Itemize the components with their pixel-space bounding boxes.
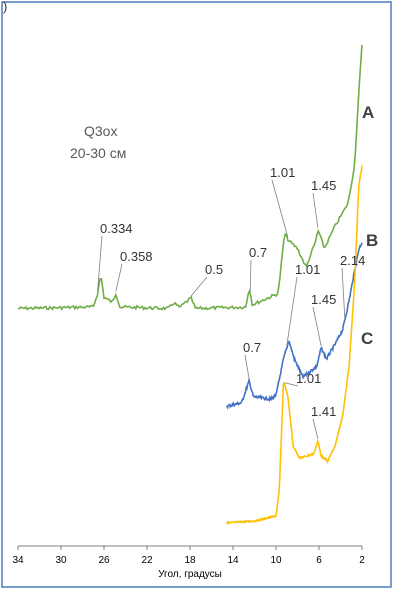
- x-tick-label: 6: [316, 555, 322, 566]
- peak-leader: [249, 259, 252, 292]
- peak-leader: [244, 354, 250, 379]
- peak-label: 0.5: [205, 262, 223, 277]
- peak-label: 0.334: [100, 221, 133, 236]
- peak-label: 0.7: [249, 245, 267, 260]
- peak-annotations: 0.334 0.358 0.5 0.7 1.01 1.45 0.7 1.01 1.45 2.14 1…: [97, 165, 365, 440]
- peak-leader: [284, 382, 299, 387]
- x-tick-label: 22: [141, 555, 153, 566]
- peak-leader: [312, 192, 319, 228]
- peak-label: 0.358: [120, 249, 153, 264]
- peak-leader: [312, 418, 319, 440]
- sample-label-line1: Q3ox: [84, 123, 117, 139]
- x-tick-label: 14: [227, 555, 239, 566]
- peak-label: 1.45: [311, 292, 336, 307]
- peak-leader: [312, 306, 322, 347]
- top-fragment: ): [3, 0, 7, 14]
- peak-leader: [271, 179, 289, 238]
- peak-leader: [286, 276, 298, 347]
- x-tick-label: 10: [270, 555, 282, 566]
- peak-label: 1.01: [270, 165, 295, 180]
- x-tick-label: 2: [359, 555, 365, 566]
- peak-label: 2.14: [340, 253, 365, 268]
- peak-leader: [341, 267, 346, 318]
- series-letter-a: A: [362, 103, 374, 122]
- peak-leader: [97, 235, 103, 292]
- peak-label: 1.01: [296, 371, 321, 386]
- x-tick-label: 18: [184, 555, 196, 566]
- peak-label: 1.41: [311, 404, 336, 419]
- x-tick-label: 34: [12, 555, 24, 566]
- series-layer: [17, 44, 363, 525]
- x-axis-ticks: 34 30 26 22 18 14 10 6 2: [12, 546, 365, 566]
- peak-label: 0.7: [243, 340, 261, 355]
- x-tick-label: 30: [55, 555, 67, 566]
- series-letters: A B C: [361, 103, 378, 348]
- series-letter-c: C: [361, 329, 373, 348]
- peak-leader: [190, 276, 208, 297]
- series-line-a: [17, 44, 363, 311]
- peak-label: 1.45: [311, 178, 336, 193]
- series-line-c: [226, 165, 363, 525]
- peak-leader: [115, 263, 123, 292]
- series-line-b: [225, 242, 363, 410]
- series-letter-b: B: [366, 231, 378, 250]
- sample-label-line2: 20-30 см: [70, 145, 126, 161]
- peak-label: 1.01: [295, 262, 320, 277]
- x-tick-label: 26: [98, 555, 110, 566]
- x-axis-label: Угол, градусы: [158, 569, 222, 580]
